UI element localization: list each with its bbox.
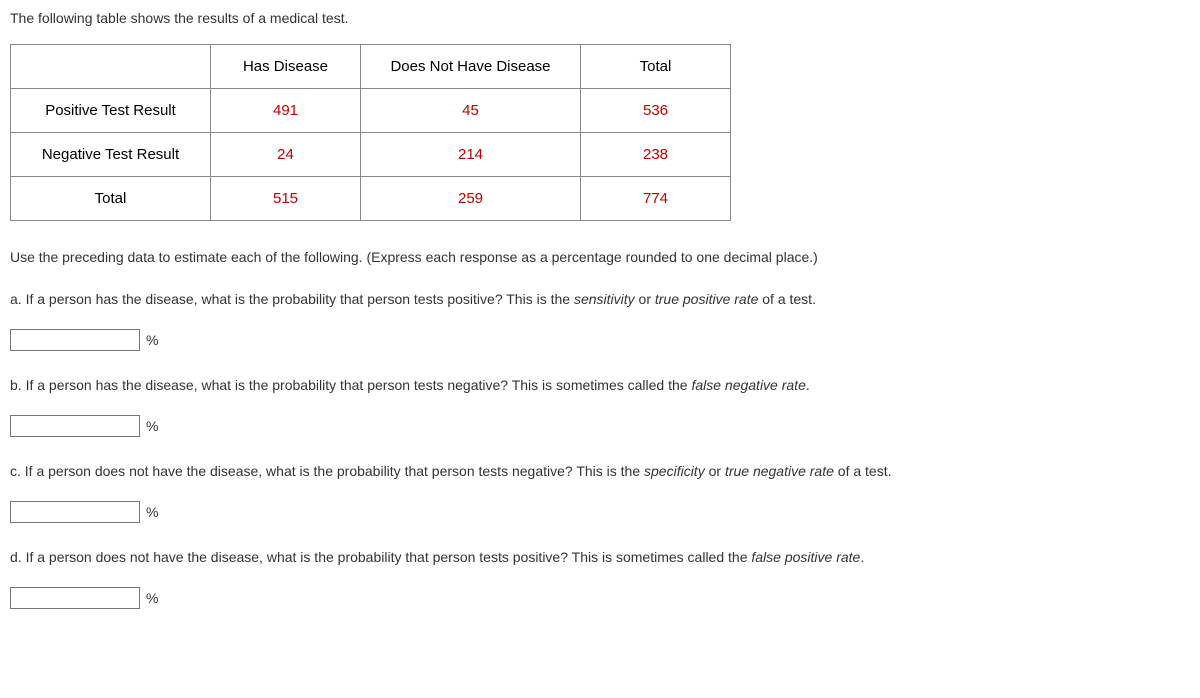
table-row: Total 515 259 774	[11, 177, 731, 221]
term-specificity: specificity	[644, 463, 705, 479]
cell-value: 45	[361, 89, 581, 133]
row-label-total: Total	[11, 177, 211, 221]
term-true-negative-rate: true negative rate	[725, 463, 834, 479]
question-d-prefix: d. If a person does not have the disease…	[10, 549, 751, 565]
question-c-prefix: c. If a person does not have the disease…	[10, 463, 644, 479]
answer-input-d[interactable]	[10, 587, 140, 609]
cell-value: 515	[211, 177, 361, 221]
question-b-prefix: b. If a person has the disease, what is …	[10, 377, 691, 393]
term-false-negative-rate: false negative rate	[691, 377, 805, 393]
table-header-no-disease: Does Not Have Disease	[361, 45, 581, 89]
table-header-total: Total	[581, 45, 731, 89]
cell-value: 214	[361, 133, 581, 177]
question-a-mid: or	[635, 291, 655, 307]
table-header-row: Has Disease Does Not Have Disease Total	[11, 45, 731, 89]
question-a-prefix: a. If a person has the disease, what is …	[10, 291, 574, 307]
answer-row-c: %	[10, 501, 1190, 523]
row-label-negative: Negative Test Result	[11, 133, 211, 177]
answer-row-a: %	[10, 329, 1190, 351]
answer-row-b: %	[10, 415, 1190, 437]
question-a: a. If a person has the disease, what is …	[10, 291, 1190, 351]
answer-input-c[interactable]	[10, 501, 140, 523]
cell-value: 491	[211, 89, 361, 133]
percent-sign: %	[146, 332, 158, 348]
cell-value: 238	[581, 133, 731, 177]
results-table: Has Disease Does Not Have Disease Total …	[10, 44, 731, 221]
percent-sign: %	[146, 504, 158, 520]
question-d: d. If a person does not have the disease…	[10, 549, 1190, 609]
question-c: c. If a person does not have the disease…	[10, 463, 1190, 523]
question-c-text: c. If a person does not have the disease…	[10, 463, 1190, 479]
cell-value: 774	[581, 177, 731, 221]
term-true-positive-rate: true positive rate	[655, 291, 759, 307]
question-c-suffix: of a test.	[834, 463, 892, 479]
table-row: Negative Test Result 24 214 238	[11, 133, 731, 177]
row-label-positive: Positive Test Result	[11, 89, 211, 133]
question-d-suffix: .	[860, 549, 864, 565]
answer-row-d: %	[10, 587, 1190, 609]
question-b-text: b. If a person has the disease, what is …	[10, 377, 1190, 393]
percent-sign: %	[146, 418, 158, 434]
table-row: Positive Test Result 491 45 536	[11, 89, 731, 133]
question-d-text: d. If a person does not have the disease…	[10, 549, 1190, 565]
intro-text: The following table shows the results of…	[10, 10, 1190, 26]
table-header-blank	[11, 45, 211, 89]
question-a-suffix: of a test.	[758, 291, 816, 307]
question-b-suffix: .	[806, 377, 810, 393]
cell-value: 24	[211, 133, 361, 177]
term-sensitivity: sensitivity	[574, 291, 635, 307]
question-b: b. If a person has the disease, what is …	[10, 377, 1190, 437]
cell-value: 536	[581, 89, 731, 133]
answer-input-b[interactable]	[10, 415, 140, 437]
percent-sign: %	[146, 590, 158, 606]
question-c-mid: or	[705, 463, 725, 479]
question-a-text: a. If a person has the disease, what is …	[10, 291, 1190, 307]
cell-value: 259	[361, 177, 581, 221]
instructions-text: Use the preceding data to estimate each …	[10, 249, 1190, 265]
answer-input-a[interactable]	[10, 329, 140, 351]
term-false-positive-rate: false positive rate	[751, 549, 860, 565]
table-header-has-disease: Has Disease	[211, 45, 361, 89]
